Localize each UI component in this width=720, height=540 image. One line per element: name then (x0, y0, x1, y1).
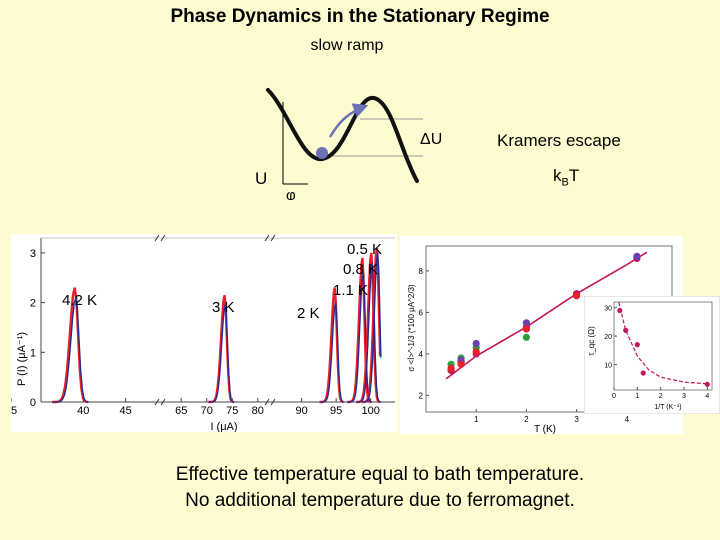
distribution-x-tick-label: 80 (252, 405, 264, 417)
sigma-data-point (522, 333, 530, 341)
distribution-x-tick-label: 100 (361, 405, 379, 417)
axis-break-mark (264, 234, 276, 242)
kramers-escape-label: Kramers escape (497, 131, 621, 150)
sigma-y-tick-label: 2 (419, 391, 424, 400)
distribution-x-tick-label: 95 (330, 405, 342, 417)
inset-data-point (623, 327, 629, 333)
sigma-x-tick-label: 2 (524, 415, 529, 424)
switching-distribution-chart: 0 1 2 3 40 45 65 70 75 80 85 90 95 100 P (I) (μA⁻¹) I… (11, 234, 397, 432)
label-2k: 2 K (297, 305, 320, 322)
potential-well-diagram: ΔU U φ (255, 88, 442, 200)
distribution-x-tick-label: 70 (201, 405, 213, 417)
distribution-x-tick-label: 65 (175, 405, 187, 417)
axis-break-mark (154, 398, 166, 406)
inset-data-point (640, 370, 646, 376)
inset-data-point (617, 307, 623, 314)
inset-y-tick-label: 20 (604, 334, 612, 341)
distribution-x-tick-label: 45 (119, 405, 131, 417)
inset-x-tick-label: 0 (612, 393, 616, 400)
label-3k: 3 K (212, 299, 235, 316)
sigma-x-tick-label: 1 (474, 415, 479, 424)
sigma-data-point (472, 348, 480, 356)
distribution-y-tick-label: 3 (30, 248, 36, 260)
page-title: Phase Dynamics in the Stationary Regime (170, 6, 550, 27)
inset-plot-frame (613, 301, 713, 391)
distribution-peak-blue (362, 252, 382, 403)
inset-x-tick-label: 2 (659, 393, 663, 400)
phase-particle (316, 147, 328, 159)
sigma-data-point (447, 364, 455, 372)
inset-x-axis-label: 1/T (K⁻¹) (654, 404, 681, 411)
distribution-peak-blue (356, 262, 382, 403)
distribution-peak-blue (209, 304, 235, 403)
u-axis-label: U (255, 169, 267, 188)
sigma-x-tick-label: 3 (574, 415, 579, 424)
kbt-label: kBT (553, 166, 580, 189)
sigma-data-point (573, 292, 581, 300)
distribution-y-tick-label: 0 (30, 397, 36, 409)
caption-line-1: Effective temperature equal to bath temp… (175, 464, 585, 485)
sigma-data-point (633, 252, 641, 260)
distribution-peak-blue (53, 297, 89, 403)
inset-y-tick-label: 30 (604, 306, 612, 313)
label-4-2k: 4.2 K (62, 292, 98, 309)
sigma-x-tick-label: 4 (625, 415, 630, 424)
inset-fit-curve (618, 301, 708, 385)
tau-inset-chart: 10 20 30 0 1 2 3 4 τ_qc (Ω) 1/T (K⁻¹) (584, 296, 720, 414)
distribution-x-tick-label: 90 (295, 405, 307, 417)
sigma-data-point (472, 339, 480, 348)
distribution-y-tick-label: 2 (30, 298, 36, 310)
sigma-y-axis-label: σ <İ>^-1/3 (*100 μA^2/3) (407, 284, 416, 372)
inset-data-point (704, 381, 710, 387)
distribution-y-axis-label: P (I) (μA⁻¹) (16, 332, 28, 386)
page-subtitle: slow ramp (310, 37, 384, 54)
inset-data-point (634, 342, 640, 348)
axis-break-mark (264, 398, 276, 406)
label-1-1k: 1.1 K (333, 282, 369, 299)
distribution-y-tick-label: 1 (30, 347, 36, 359)
distribution-x-tick-label: 40 (77, 405, 89, 417)
inset-x-tick-label: 3 (682, 393, 686, 400)
distribution-peak-blue (320, 302, 345, 403)
conclusion-caption: Effective temperature equal to bath temp… (0, 462, 720, 514)
sigma-data-point (522, 319, 530, 327)
inset-x-tick-label: 1 (635, 393, 639, 400)
sigma-y-tick-label: 4 (419, 350, 424, 359)
sigma-fit-curve (445, 251, 648, 380)
sigma-data-point (522, 325, 530, 333)
distribution-peak-blue (348, 272, 373, 403)
distribution-x-tick-label: 85 (11, 405, 17, 417)
escape-arrow (328, 103, 369, 138)
sigma-x-axis-label: T (K) (534, 424, 556, 434)
sigma-data-point (457, 360, 465, 368)
inset-x-tick-label: 4 (705, 393, 709, 400)
potential-curve (266, 88, 419, 183)
inset-y-axis-label: τ_qc (Ω) (587, 326, 596, 356)
inset-y-tick-label: 10 (604, 362, 612, 369)
delta-u-label: ΔU (420, 131, 442, 148)
distribution-x-tick-label: 75 (226, 405, 238, 417)
sigma-y-tick-label: 8 (419, 267, 424, 276)
inset-plot-background (584, 296, 720, 414)
distribution-x-axis-label: I (μA) (210, 421, 237, 432)
label-0-5k: 0.5 K (347, 241, 383, 258)
caption-line-2: No additional temperature due to ferroma… (185, 490, 575, 511)
phi-axis-label: φ (286, 187, 296, 200)
axis-break-mark (154, 234, 166, 242)
sigma-y-tick-label: 6 (419, 308, 424, 317)
label-0-8k: 0.8 K (343, 261, 379, 278)
